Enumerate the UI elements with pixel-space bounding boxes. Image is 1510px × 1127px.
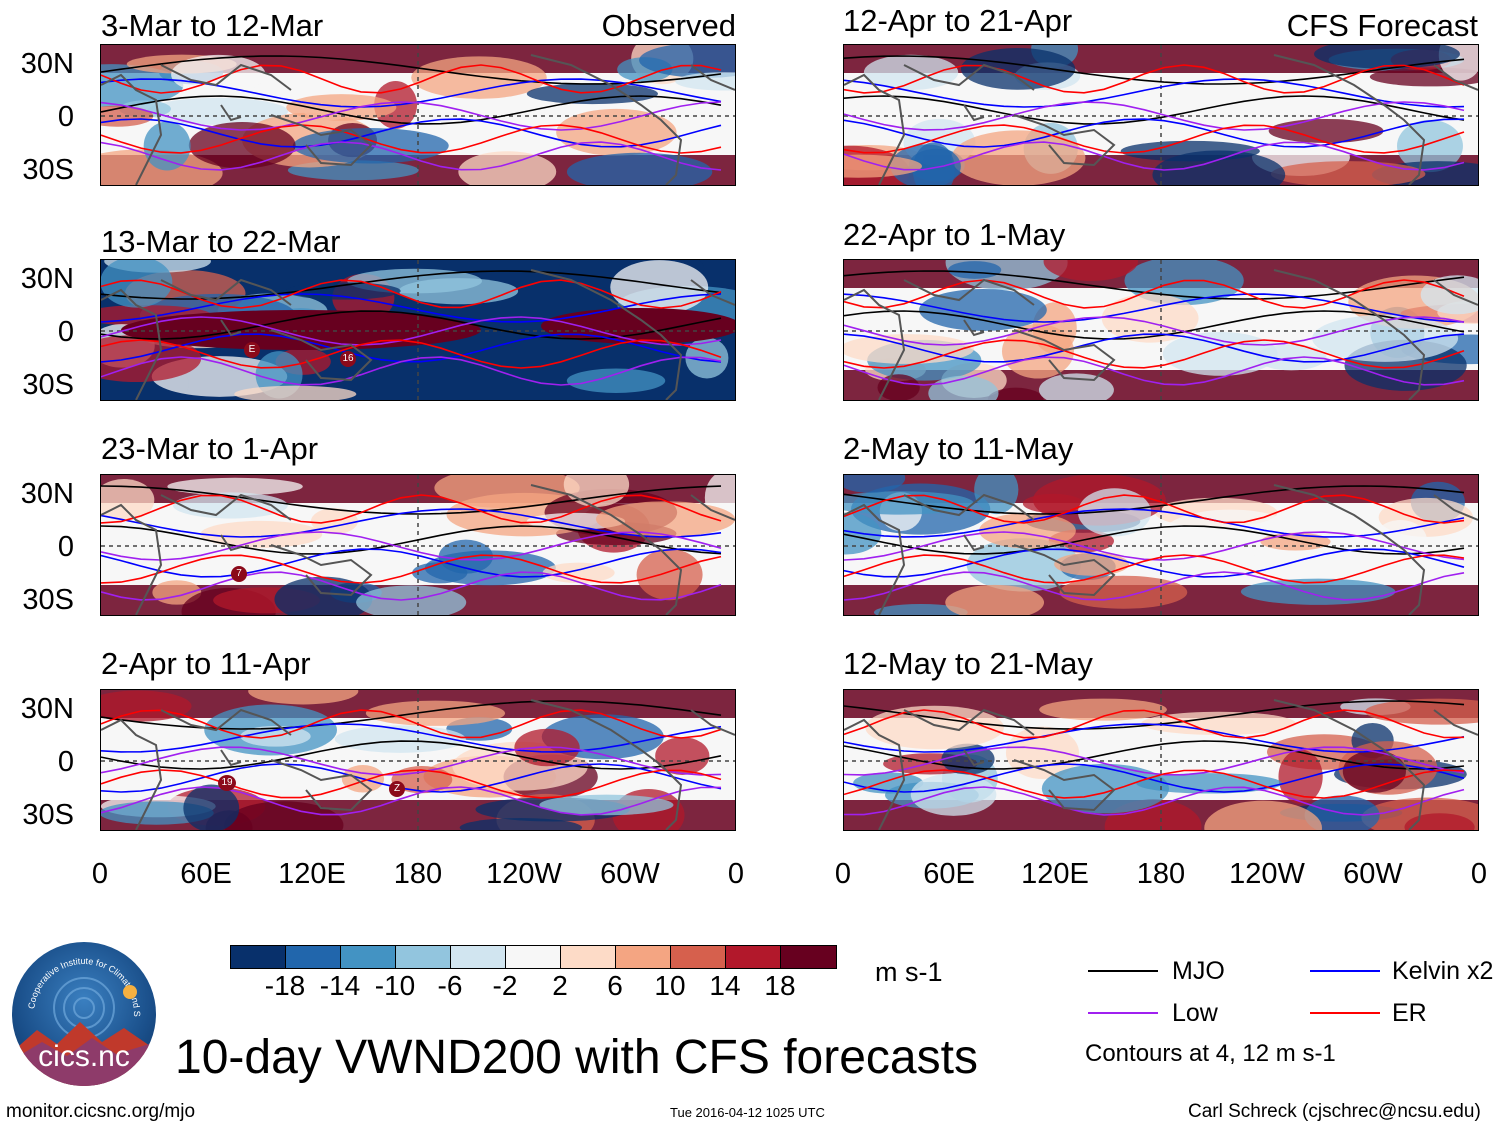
y-tick-label: 0 [57, 316, 74, 348]
contours-note: Contours at 4, 12 m s-1 [1085, 1040, 1336, 1067]
legend-low-label: Low [1172, 999, 1218, 1027]
x-tick-label: 60E [923, 858, 975, 890]
colorbar-tick-label: -18 [264, 970, 306, 1001]
storm-marker: Z [389, 781, 405, 797]
x-tick-label: 120E [1021, 858, 1089, 890]
colorbar-tick-label: 6 [607, 970, 623, 1001]
colorbar-swatch [341, 946, 396, 968]
map-panel-forecast-2 [843, 259, 1479, 401]
colorbar-tick-label: -10 [374, 970, 416, 1001]
x-tick-label: 0 [1470, 858, 1488, 890]
x-tick-label: 0 [91, 858, 109, 890]
legend-mjo-label: MJO [1172, 957, 1225, 985]
colorbar-tick-label: 14 [709, 970, 741, 1001]
panel-title: 23-Mar to 1-Apr [101, 431, 319, 466]
legend-er-label: ER [1392, 999, 1427, 1027]
colorbar [230, 945, 837, 969]
map-panel-observed-4 [100, 689, 736, 831]
x-tick-label: 0 [727, 858, 745, 890]
colorbar-swatch [231, 946, 286, 968]
panel-title: 22-Apr to 1-May [843, 217, 1066, 252]
x-tick-label: 120W [1229, 858, 1305, 890]
legend-kelvin-line [1310, 970, 1380, 972]
colorbar-swatch [671, 946, 726, 968]
colorbar-units: m s-1 [875, 957, 943, 987]
legend-er-line [1310, 1012, 1380, 1014]
x-tick-label: 60W [1343, 858, 1403, 890]
main-title: 10-day VWND200 with CFS forecasts [175, 1031, 978, 1084]
panel-title: 12-Apr to 21-Apr [843, 3, 1073, 38]
footer-author[interactable]: Carl Schreck (cjschrec@ncsu.edu) [1188, 1101, 1481, 1122]
colorbar-swatch [616, 946, 671, 968]
legend-low-line [1088, 1012, 1158, 1014]
storm-marker: 19 [218, 775, 236, 791]
colorbar-tick-label: -2 [492, 970, 518, 1001]
colorbar-swatch [781, 946, 836, 968]
y-tick-label: 30S [22, 799, 74, 831]
colorbar-swatch [561, 946, 616, 968]
map-panel-observed-2 [100, 259, 736, 401]
colorbar-swatch [286, 946, 341, 968]
colorbar-tick-label: -14 [319, 970, 361, 1001]
cfs-forecast-label: CFS Forecast [1286, 8, 1478, 43]
map-panel-forecast-3 [843, 474, 1479, 616]
x-tick-label: 60E [180, 858, 232, 890]
panel-title: 13-Mar to 22-Mar [101, 224, 341, 259]
colorbar-tick-label: 2 [552, 970, 568, 1001]
panel-title: 2-May to 11-May [843, 431, 1074, 466]
map-panel-forecast-1 [843, 44, 1479, 186]
storm-marker: E [244, 342, 260, 358]
x-tick-label: 180 [393, 858, 443, 890]
observed-label: Observed [601, 8, 736, 43]
y-tick-label: 0 [57, 101, 74, 133]
y-tick-label: 30N [20, 693, 74, 725]
panel-title: 2-Apr to 11-Apr [101, 646, 311, 681]
colorbar-swatch [506, 946, 561, 968]
footer-url[interactable]: monitor.cicsnc.org/mjo [6, 1101, 196, 1122]
y-tick-label: 0 [57, 746, 74, 778]
map-panel-observed-1 [100, 44, 736, 186]
colorbar-swatch [451, 946, 506, 968]
logo-text: cics.nc [38, 1040, 130, 1073]
x-tick-label: 0 [834, 858, 852, 890]
colorbar-swatch [726, 946, 781, 968]
colorbar-tick-label: 18 [764, 970, 796, 1001]
storm-marker: 16 [340, 351, 356, 367]
storm-marker: 7 [231, 566, 247, 582]
panel-title: 3-Mar to 12-Mar [101, 8, 324, 43]
x-tick-label: 180 [1136, 858, 1186, 890]
x-tick-label: 120W [486, 858, 562, 890]
y-tick-label: 30S [22, 584, 74, 616]
map-panel-observed-3 [100, 474, 736, 616]
panel-title: 12-May to 21-May [843, 646, 1093, 681]
legend-mjo-line [1088, 970, 1158, 972]
colorbar-tick-label: 10 [654, 970, 686, 1001]
colorbar-swatch [396, 946, 451, 968]
x-tick-label: 60W [600, 858, 660, 890]
y-tick-label: 30N [20, 48, 74, 80]
y-tick-label: 30N [20, 478, 74, 510]
y-tick-label: 30S [22, 154, 74, 186]
y-tick-label: 0 [57, 531, 74, 563]
y-tick-label: 30N [20, 263, 74, 295]
cics-logo: Cooperative Institute for Climate and Sa… [12, 942, 156, 1086]
map-panel-forecast-4 [843, 689, 1479, 831]
legend-kelvin-label: Kelvin x2 [1392, 957, 1494, 985]
x-tick-label: 120E [278, 858, 346, 890]
y-tick-label: 30S [22, 369, 74, 401]
footer-timestamp: Tue 2016-04-12 1025 UTC [670, 1105, 825, 1120]
colorbar-tick-label: -6 [437, 970, 463, 1001]
